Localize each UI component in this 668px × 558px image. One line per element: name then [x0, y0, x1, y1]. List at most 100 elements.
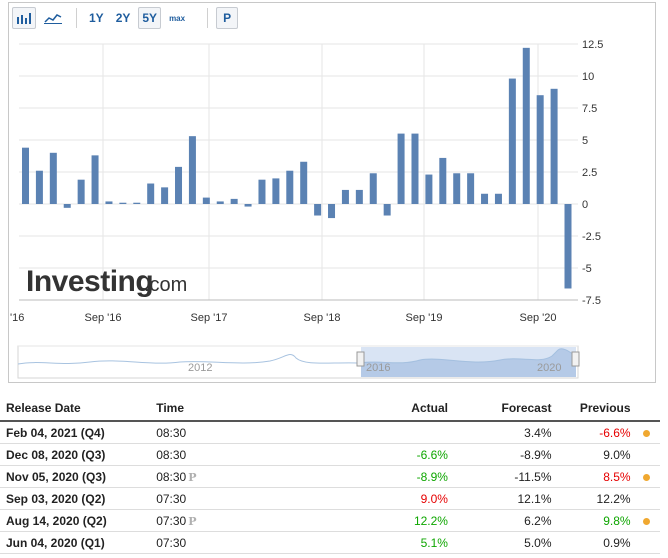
table-row: Nov 05, 2020 (Q3) 08:30 P -8.9% -11.5% 8.5% — [0, 465, 660, 488]
y-tick-label: -5 — [582, 263, 592, 275]
navigator-label-2012: 2012 — [188, 362, 212, 374]
chart-bar[interactable] — [258, 179, 266, 204]
forecast-cell: 6.2% — [453, 509, 558, 532]
chart-bar[interactable] — [397, 133, 405, 204]
range-2y-button[interactable]: 2Y — [115, 11, 131, 25]
actual-cell: 5.1% — [328, 531, 454, 554]
table-row: Dec 08, 2020 (Q3) 08:30 -6.6% -8.9% 9.0% — [0, 443, 660, 466]
chart-bar[interactable] — [411, 133, 419, 204]
navigator-left-handle[interactable] — [356, 351, 365, 367]
navigator-label-2016: 2016 — [366, 362, 390, 374]
table-row: Jun 04, 2020 (Q1) 07:30 5.1% 5.0% 0.9% — [0, 531, 660, 554]
time-cell: 07:30 — [150, 487, 329, 510]
chart-bar[interactable] — [105, 201, 113, 204]
y-tick-label: -2.5 — [582, 231, 601, 243]
revision-marker-cell — [636, 531, 660, 554]
time-value: 07:30 — [156, 535, 187, 550]
revision-marker-cell — [636, 443, 660, 466]
chart-bar[interactable] — [91, 155, 99, 204]
x-tick-label: Sep '19 — [406, 312, 443, 324]
chart-bar[interactable] — [314, 204, 322, 216]
release-date-cell: Aug 14, 2020 (Q2) — [0, 509, 151, 532]
previous-cell: 9.8% — [557, 509, 637, 532]
p-button[interactable]: P — [216, 7, 239, 29]
chart-bar[interactable] — [355, 189, 363, 204]
chart-bar[interactable] — [244, 204, 252, 207]
chart-bar[interactable] — [383, 204, 391, 216]
header-release-date: Release Date — [0, 398, 151, 422]
revision-marker-cell — [636, 487, 660, 510]
table-row: Feb 04, 2021 (Q4) 08:30 3.4% -6.6% — [0, 421, 660, 444]
chart-bar[interactable] — [175, 166, 183, 204]
chart-bar[interactable] — [369, 173, 377, 204]
chart-bar[interactable] — [300, 161, 308, 204]
chart-bar[interactable] — [467, 173, 475, 204]
previous-cell: 12.2% — [557, 487, 637, 510]
chart-bar[interactable] — [188, 136, 196, 204]
chart-bar[interactable] — [63, 204, 71, 208]
chart-bar[interactable] — [328, 204, 336, 219]
watermark-suffix: .com — [144, 274, 187, 296]
chart-container — [8, 2, 656, 383]
chart-bar[interactable] — [286, 170, 294, 204]
range-5y-button[interactable]: 5Y — [138, 7, 162, 29]
navigator[interactable]: 2012 2016 2020 — [17, 345, 580, 379]
forecast-cell: -11.5% — [453, 465, 558, 488]
chart-bar[interactable] — [216, 201, 224, 204]
chart-bar[interactable] — [522, 47, 530, 205]
chart-bar[interactable] — [272, 178, 280, 204]
chart-bar[interactable] — [508, 78, 516, 204]
chart-bars — [22, 47, 572, 289]
history-table-header: Release Date Time Actual Forecast Previo… — [0, 398, 660, 422]
actual-cell: -6.6% — [328, 443, 454, 466]
actual-cell — [328, 421, 454, 444]
y-tick-label: 2.5 — [582, 167, 597, 179]
navigator-right-handle[interactable] — [571, 351, 580, 367]
y-axis-labels: 12.5 10 7.5 5 2.5 0 -2.5 -5 -7.5 — [582, 39, 603, 307]
chart-bar[interactable] — [453, 173, 461, 204]
actual-cell: 9.0% — [328, 487, 454, 510]
time-value: 07:30 — [156, 491, 187, 506]
chart-bar[interactable] — [494, 193, 502, 204]
chart-bar[interactable] — [147, 183, 155, 204]
range-1y-button[interactable]: 1Y — [89, 11, 104, 25]
chart-bar[interactable] — [77, 179, 85, 204]
header-time: Time — [150, 398, 329, 422]
header-marker — [636, 398, 660, 422]
range-max-button[interactable]: max — [169, 13, 186, 23]
chart-bar[interactable] — [133, 202, 141, 204]
revision-marker-cell — [636, 465, 660, 488]
chart-bar[interactable] — [202, 197, 210, 204]
chart-bar[interactable] — [35, 170, 43, 204]
y-tick-label: 12.5 — [582, 39, 603, 51]
time-value: 08:30 — [156, 425, 187, 440]
time-cell: 08:30 P — [150, 465, 329, 488]
header-forecast: Forecast — [453, 398, 558, 422]
release-date-cell: Sep 03, 2020 (Q2) — [0, 487, 151, 510]
chart-bar[interactable] — [341, 189, 349, 204]
y-tick-label: 0 — [582, 199, 588, 211]
revision-marker-cell — [636, 509, 660, 532]
time-cell: 07:30 P — [150, 509, 329, 532]
revised-dot-icon — [642, 517, 650, 525]
toolbar-divider — [76, 8, 77, 28]
time-value: 08:30 — [156, 469, 187, 484]
chart-bar[interactable] — [550, 88, 558, 204]
chart-bar[interactable] — [161, 187, 169, 204]
preliminary-icon: P — [188, 514, 197, 528]
chart-bar[interactable] — [49, 152, 57, 204]
forecast-cell: -8.9% — [453, 443, 558, 466]
chart-bar[interactable] — [425, 174, 433, 204]
bar-chart-button[interactable] — [12, 7, 36, 29]
chart-bar[interactable] — [439, 157, 447, 204]
line-chart-button[interactable] — [40, 7, 66, 29]
release-date-cell: Nov 05, 2020 (Q3) — [0, 465, 151, 488]
chart-bar[interactable] — [536, 95, 544, 204]
chart-bar[interactable] — [564, 204, 572, 289]
toolbar-divider — [207, 8, 209, 28]
chart-bar[interactable] — [22, 147, 29, 204]
chart-bar[interactable] — [230, 198, 238, 204]
chart-bar[interactable] — [119, 202, 127, 204]
chart-bar[interactable] — [481, 193, 489, 204]
revision-marker-cell — [636, 421, 660, 444]
